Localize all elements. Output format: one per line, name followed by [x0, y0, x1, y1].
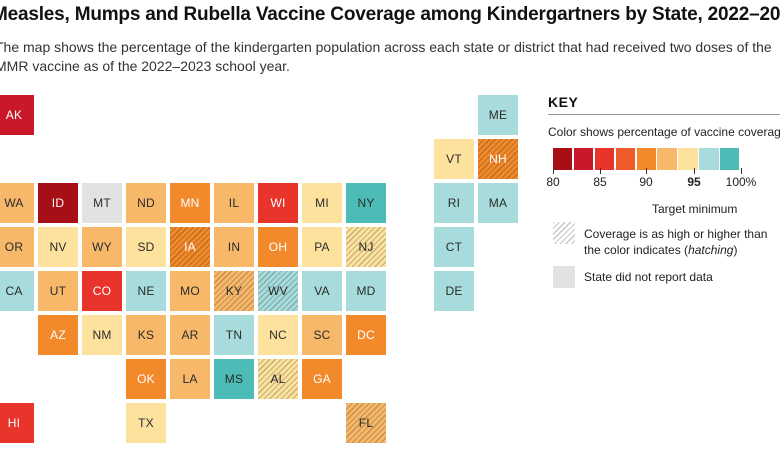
hatching-legend-label: Coverage is as high or higher than the c… — [584, 226, 780, 258]
hatching-legend-italic: hatching — [688, 243, 734, 257]
state-tile-ak: AK — [0, 95, 34, 135]
scale-swatch — [573, 148, 594, 170]
hatching-swatch — [553, 222, 575, 244]
no-data-legend-label: State did not report data — [584, 270, 713, 284]
state-tile-in: IN — [214, 227, 254, 267]
state-tile-wa: WA — [0, 183, 34, 223]
scale-tick — [646, 168, 647, 174]
state-tile-ma: MA — [478, 183, 518, 223]
scale-swatch — [720, 148, 740, 170]
state-tile-nh: NH — [478, 139, 518, 179]
page-subtitle: The map shows the percentage of the kind… — [0, 39, 772, 74]
scale-tick-label: 80 — [546, 175, 560, 189]
scale-tick-label: 95 — [687, 175, 701, 189]
state-tile-nv: NV — [38, 227, 78, 267]
state-tile-ne: NE — [126, 271, 166, 311]
state-tile-wv: WV — [258, 271, 298, 311]
state-tile-az: AZ — [38, 315, 78, 355]
state-tile-nc: NC — [258, 315, 298, 355]
state-tile-ok: OK — [126, 359, 166, 399]
state-tile-ct: CT — [434, 227, 474, 267]
key-heading: KEY — [548, 94, 579, 110]
state-tile-il: IL — [214, 183, 254, 223]
key-divider — [548, 114, 780, 115]
scale-swatch — [678, 148, 698, 170]
hatching-legend-text: Coverage is as high or higher than the c… — [584, 227, 768, 257]
scale-tick-label: 85 — [593, 175, 607, 189]
state-tile-co: CO — [82, 271, 122, 311]
state-tile-ga: GA — [302, 359, 342, 399]
state-tile-id: ID — [38, 183, 78, 223]
state-tile-sc: SC — [302, 315, 342, 355]
scale-tick-label: 100% — [725, 175, 757, 189]
scale-swatch — [699, 148, 719, 170]
hatching-legend-end: ) — [733, 243, 738, 257]
state-tile-pa: PA — [302, 227, 342, 267]
state-tile-md: MD — [346, 271, 386, 311]
state-tile-ny: NY — [346, 183, 386, 223]
scale-swatch — [657, 148, 677, 170]
target-minimum-label: Target minimum — [652, 202, 738, 216]
state-tile-nm: NM — [82, 315, 122, 355]
state-tile-or: OR — [0, 227, 34, 267]
state-tile-ut: UT — [38, 271, 78, 311]
no-data-swatch — [553, 266, 575, 288]
scale-swatch — [636, 148, 656, 170]
state-tile-fl: FL — [346, 403, 386, 443]
state-tile-sd: SD — [126, 227, 166, 267]
key-description: Color shows percentage of vaccine covera… — [548, 125, 780, 139]
state-tile-oh: OH — [258, 227, 298, 267]
scale-tick — [741, 168, 742, 174]
scale-swatch — [594, 148, 615, 170]
state-tile-me: ME — [478, 95, 518, 135]
state-tile-ri: RI — [434, 183, 474, 223]
state-tile-mn: MN — [170, 183, 210, 223]
scale-tick — [553, 168, 554, 174]
state-tile-nj: NJ — [346, 227, 386, 267]
state-tile-mi: MI — [302, 183, 342, 223]
page-title: Measles, Mumps and Rubella Vaccine Cover… — [0, 4, 780, 25]
scale-swatch — [615, 148, 636, 170]
state-tile-ca: CA — [0, 271, 34, 311]
scale-tick — [694, 168, 695, 174]
scale-tick-label: 90 — [639, 175, 653, 189]
state-tile-tn: TN — [214, 315, 254, 355]
state-tile-nd: ND — [126, 183, 166, 223]
state-tile-va: VA — [302, 271, 342, 311]
state-tile-wy: WY — [82, 227, 122, 267]
state-tile-mo: MO — [170, 271, 210, 311]
state-tile-wi: WI — [258, 183, 298, 223]
state-tile-de: DE — [434, 271, 474, 311]
state-tile-ms: MS — [214, 359, 254, 399]
state-tile-ar: AR — [170, 315, 210, 355]
state-tile-tx: TX — [126, 403, 166, 443]
state-tile-vt: VT — [434, 139, 474, 179]
state-tile-ky: KY — [214, 271, 254, 311]
state-tile-ks: KS — [126, 315, 166, 355]
state-tile-hi: HI — [0, 403, 34, 443]
state-tile-mt: MT — [82, 183, 122, 223]
state-tile-al: AL — [258, 359, 298, 399]
state-tile-dc: DC — [346, 315, 386, 355]
state-tile-ia: IA — [170, 227, 210, 267]
scale-tick — [600, 168, 601, 174]
scale-swatch — [553, 148, 573, 170]
state-tile-la: LA — [170, 359, 210, 399]
